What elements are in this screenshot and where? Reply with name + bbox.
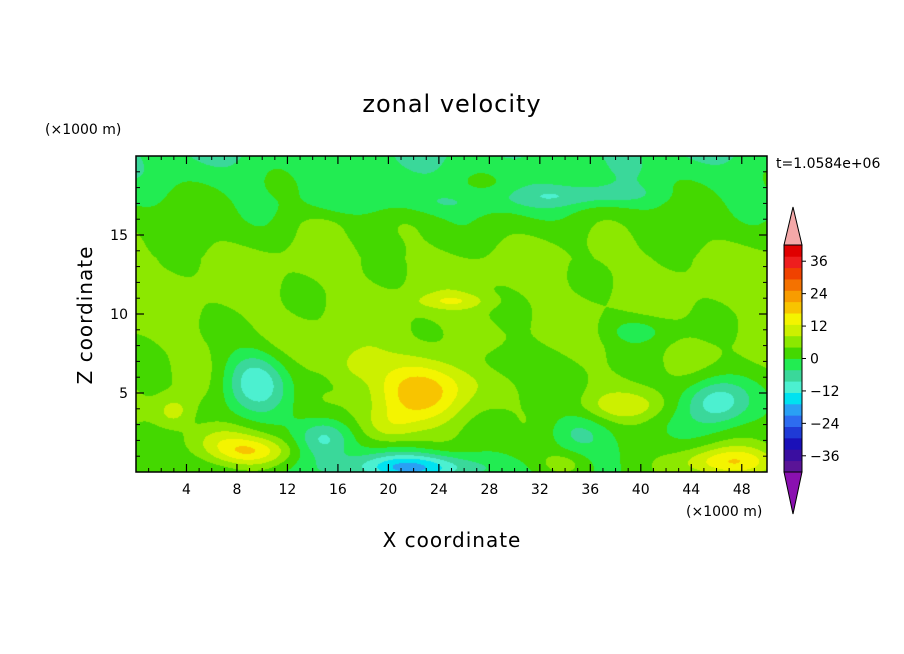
colorbar-swatch [784,301,802,314]
colorbar-swatch [784,460,802,473]
x-tick-label: 12 [279,482,297,498]
colorbar-swatch [784,381,802,393]
colorbar-tick-label: −36 [810,449,840,465]
colorbar-over-triangle [783,206,803,246]
chart-title: zonal velocity [362,90,541,118]
x-axis-ticks: 4 8 12 16 20 24 28 32 36 40 44 48 [148,156,755,498]
colorbar-tick-label: −24 [810,416,840,432]
colorbar-swatch [784,415,802,427]
colorbar-swatch [784,403,802,416]
y-axis-title: Z coordinate [73,246,97,385]
y-tick-label: 15 [110,228,128,244]
x-tick-label: 24 [430,482,448,498]
colorbar-swatch [784,256,802,269]
colorbar-tick-label: 12 [810,319,828,335]
x-unit-label: (×1000 m) [686,504,762,520]
x-tick-label: 40 [632,482,650,498]
colorbar-swatch [784,267,802,280]
y-axis-ticks: 5 10 15 [110,171,767,457]
x-tick-label: 36 [581,482,599,498]
velocity-field-image [136,156,767,472]
x-tick-label: 20 [379,482,397,498]
colorbar-swatch [784,290,802,303]
colorbar-swatch [784,245,802,257]
x-tick-label: 28 [480,482,498,498]
colorbar-under-triangle [783,471,803,515]
y-tick-label: 10 [110,307,128,323]
x-axis-title: X coordinate [383,528,522,552]
x-tick-label: 4 [182,482,191,498]
x-tick-label: 44 [682,482,700,498]
colorbar-swatch [784,279,802,291]
colorbar-swatch [784,392,802,405]
colorbar-swatch [784,369,802,382]
colorbar-swatch [784,313,802,325]
x-tick-label: 32 [531,482,549,498]
time-label: t=1.0584e+06 [776,156,880,172]
colorbar-swatch [784,324,802,337]
x-tick-label: 8 [232,482,241,498]
y-tick-label: 5 [119,386,128,402]
colorbar-swatch [784,426,802,439]
colorbar-swatch [784,449,802,462]
colorbar-tick-label: 0 [810,352,819,368]
colorbar: 36 24 12 0 −12 −24 −36 [783,206,840,515]
velocity-field [136,156,767,472]
colorbar-swatch [784,437,802,450]
colorbar-tick-label: 24 [810,287,828,303]
y-unit-label: (×1000 m) [45,122,121,138]
colorbar-tick-label: 36 [810,254,828,270]
colorbar-swatch [784,335,802,348]
x-tick-label: 16 [329,482,347,498]
colorbar-swatch [784,358,802,371]
colorbar-swatch [784,347,802,359]
x-tick-label: 48 [733,482,751,498]
colorbar-tick-label: −12 [810,384,840,400]
